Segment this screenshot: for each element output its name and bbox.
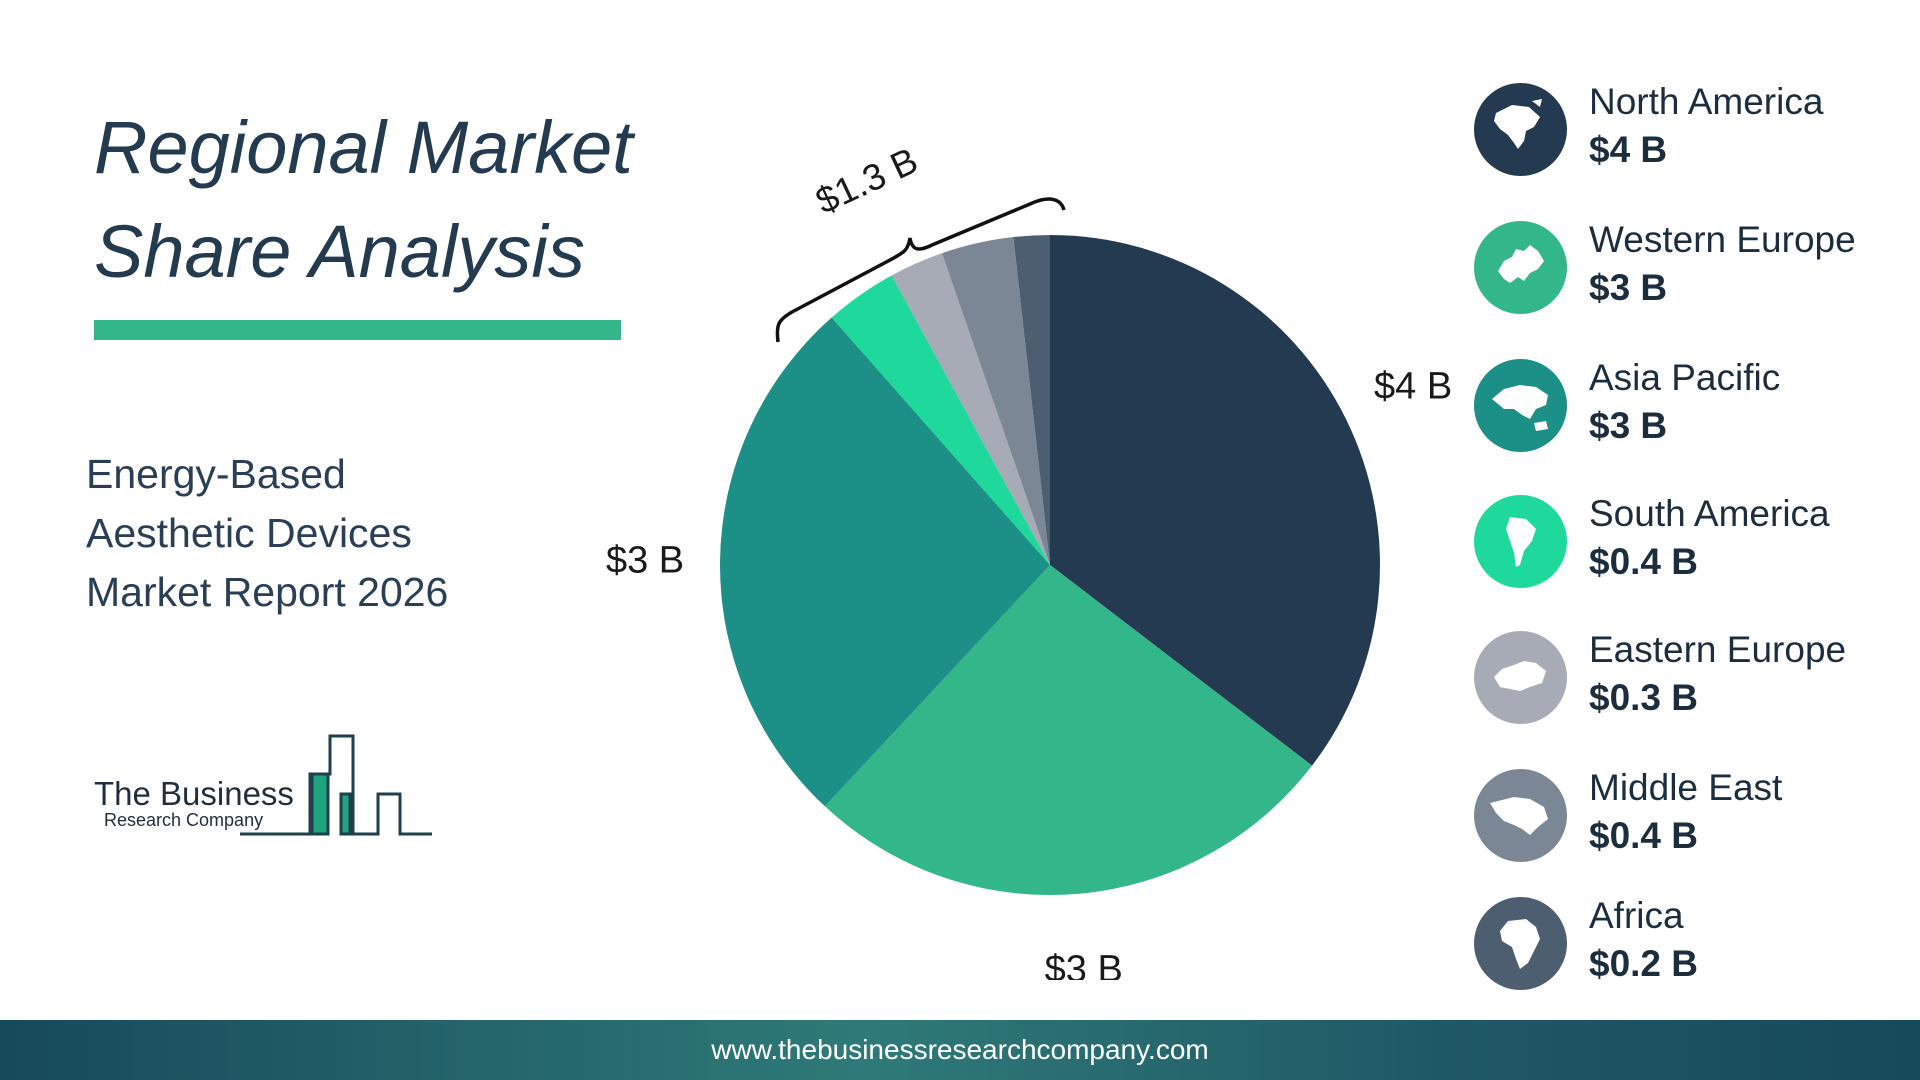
pie-chart: $4 B $3 B $3 B $1.3 B [606,139,1452,980]
legend-name: Asia Pacific [1589,357,1781,398]
pie-slice-asia-pacific [720,317,1050,807]
logo-subname: Research Company [104,810,264,830]
legend-name: Middle East [1589,767,1783,808]
report-subtitle: Energy-Based Aesthetic Devices Market Re… [86,445,546,622]
south-america-map-icon [1474,495,1567,588]
pie-slice-africa [1013,235,1050,565]
slice-label-asia-pacific: $3 B [606,539,684,581]
legend-item-africa: Africa $0.2 B [1474,892,1914,992]
middle-east-map-icon-shape [1490,797,1548,835]
legend-name: Western Europe [1589,219,1856,260]
title-line-1: Regional Market [94,106,633,189]
website-link[interactable]: www.thebusinessresearchcompany.com [711,1034,1209,1065]
legend-value: $0.4 B [1589,815,1699,856]
legend-value: $3 B [1589,405,1668,446]
title-line-2: Share Analysis [94,210,585,293]
pie-slice-north-america [1050,235,1380,766]
title-underline [94,320,621,340]
africa-map-icon-shape [1500,919,1540,969]
bar-building-icon [240,734,432,836]
western-europe-map-icon [1474,221,1567,314]
legend-item-eastern-europe: Eastern Europe $0.3 B [1474,626,1914,726]
legend-name: North America [1589,81,1824,122]
legend-value: $3 B [1589,267,1668,308]
legend-item-asia-pacific: Asia Pacific $3 B [1474,354,1914,454]
legend-name: Africa [1589,895,1684,936]
middle-east-map-icon [1474,769,1567,862]
legend-value: $0.3 B [1589,677,1699,718]
subtitle-line-3: Market Report 2026 [86,569,449,615]
asia-pacific-map-icon [1474,359,1567,452]
pie-slice-western-europe [824,565,1313,895]
legend-item-middle-east: Middle East $0.4 B [1474,764,1914,864]
company-logo: The Business Research Company [92,730,452,840]
pie-slice-south-america [831,275,1050,565]
legend-item-south-america: South America $0.4 B [1474,490,1914,590]
eastern-europe-map-icon-shape [1494,661,1546,691]
legend-name: Eastern Europe [1589,629,1847,670]
subtitle-line-1: Energy-Based [86,451,346,497]
page-title: Regional Market Share Analysis [94,96,694,304]
legend-item-north-america: North America $4 B [1474,78,1914,178]
africa-map-icon [1474,897,1567,990]
logo-name: The Business [94,775,294,812]
asia-pacific-map-icon-shape [1492,385,1548,431]
pie-slice-eastern-europe [891,253,1050,565]
north-america-map-icon-shape [1494,99,1542,149]
subtitle-line-2: Aesthetic Devices [86,510,412,556]
legend-value: $4 B [1589,129,1668,170]
slice-label-western-europe: $3 B [1045,949,1123,980]
slice-label-north-america: $4 B [1374,366,1452,408]
north-america-map-icon [1474,83,1567,176]
pie-slice-middle-east [941,237,1050,565]
legend-value: $0.4 B [1589,541,1699,582]
footer-bar: www.thebusinessresearchcompany.com [0,1020,1920,1080]
legend-name: South America [1589,493,1830,534]
eastern-europe-map-icon [1474,631,1567,724]
grouped-slices-brace [775,197,1066,343]
legend-value: $0.2 B [1589,943,1699,984]
western-europe-map-icon-shape [1498,245,1544,283]
south-america-map-icon-shape [1506,517,1536,567]
grouped-slices-label: $1.3 B [810,139,924,221]
legend-item-western-europe: Western Europe $3 B [1474,216,1914,316]
